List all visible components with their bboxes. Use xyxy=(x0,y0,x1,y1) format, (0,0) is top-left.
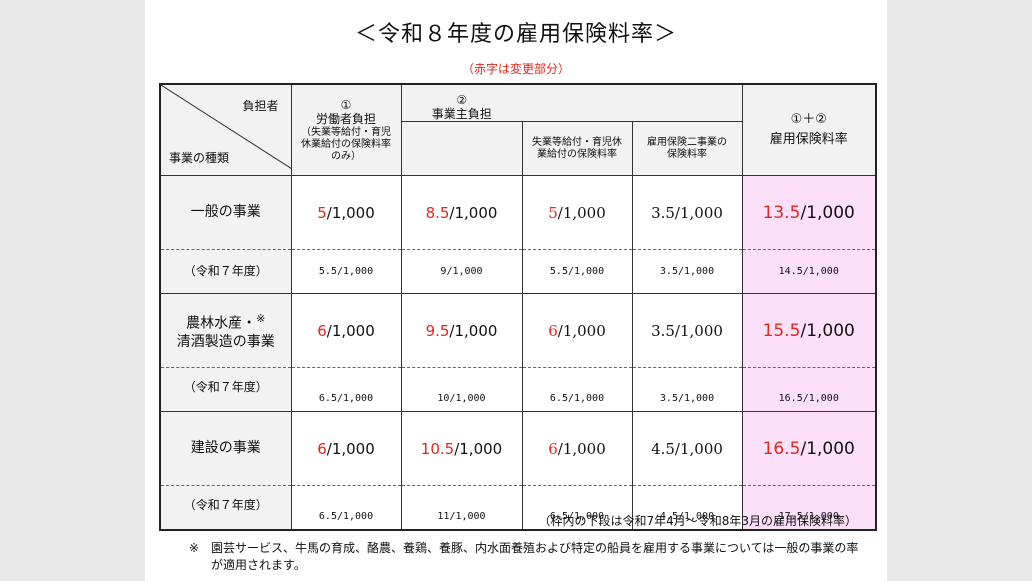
worker-rate: 6/1,000 xyxy=(290,411,402,486)
corner-header: 負担者 事業の種類 xyxy=(159,83,292,176)
employer-header: ② 事業主負担 xyxy=(400,83,522,122)
prev-employer-b-rate: 4.5/1,000 xyxy=(631,485,743,530)
total-rate: 16.5/1,000 xyxy=(741,411,877,486)
employer-header-title: 事業主負担 xyxy=(431,107,492,121)
employer-rate: 9.5/1,000 xyxy=(400,293,523,368)
prev-employer-a-rate: 5.5/1,000 xyxy=(521,249,633,294)
employer-rate: 10.5/1,000 xyxy=(400,411,523,486)
employer-b-rate: 3.5/1,000 xyxy=(631,293,743,368)
worker-rate: 6/1,000 xyxy=(290,293,402,368)
prev-worker-rate: 6.5/1,000 xyxy=(290,367,402,412)
total-header-title: 雇用保険料率 xyxy=(769,132,848,147)
category-agriculture: 農林水産・※ 清酒製造の事業 xyxy=(159,293,292,368)
prev-total-rate: 14.5/1,000 xyxy=(741,249,877,294)
prev-employer-b-rate: 3.5/1,000 xyxy=(631,249,743,294)
prev-worker-rate: 6.5/1,000 xyxy=(290,485,402,530)
worker-header-note: （失業等給付・育児休業給付の保険料率のみ） xyxy=(301,126,391,162)
prev-employer-a-rate: 6.5/1,000 xyxy=(521,367,633,412)
employer-header-span xyxy=(522,83,743,122)
asterisk-footnote-text: 園芸サービス、牛馬の育成、酪農、養鶏、養豚、内水面養殖および特定の船員を雇用する… xyxy=(211,541,859,572)
change-note: （赤字は変更部分） xyxy=(461,62,570,76)
employer-a-rate: 5/1,000 xyxy=(521,175,633,250)
prev-employer-rate: 9/1,000 xyxy=(400,249,523,294)
total-rate: 15.5/1,000 xyxy=(741,293,877,368)
employer-sub-b: 雇用保険二事業の保険料率 xyxy=(631,121,743,176)
prev-employer-rate: 10/1,000 xyxy=(400,367,523,412)
category-construction: 建設の事業 xyxy=(159,411,292,486)
table-row-previous: （令和７年度） 6.5/1,000 11/1,000 6.5/1,000 4.5… xyxy=(159,485,877,530)
asterisk-mark: ※ xyxy=(189,541,200,555)
employer-a-rate: 6/1,000 xyxy=(521,293,633,368)
table-footnote: （枠内の下段は令和7年4月～令和8年3月の雇用保険料率） xyxy=(538,514,857,528)
slide: ＜令和８年度の雇用保険料率＞ （赤字は変更部分） 負担者 事業の種類 ① 労働者… xyxy=(145,0,887,581)
table-row-previous: （令和７年度） 5.5/1,000 9/1,000 5.5/1,000 3.5/… xyxy=(159,249,877,294)
prev-total-rate: 17.5/1,000 xyxy=(741,485,877,530)
prev-worker-rate: 5.5/1,000 xyxy=(290,249,402,294)
prev-total-rate: 16.5/1,000 xyxy=(741,367,877,412)
employer-sub-a: 失業等給付・育児休業給付の保険料率 xyxy=(521,121,633,176)
rate-table: 負担者 事業の種類 ① 労働者負担 （失業等給付・育児休業給付の保険料率のみ） … xyxy=(159,83,877,531)
previous-year-label: （令和７年度） xyxy=(159,249,292,294)
total-header: ①＋② 雇用保険料率 xyxy=(741,83,877,176)
category-general: 一般の事業 xyxy=(159,175,292,250)
worker-header: ① 労働者負担 （失業等給付・育児休業給付の保険料率のみ） xyxy=(290,83,402,176)
table-row: 一般の事業 5/1,000 8.5/1,000 5/1,000 3.5/1,00… xyxy=(159,175,877,250)
employer-blank xyxy=(400,121,523,176)
employer-rate: 8.5/1,000 xyxy=(400,175,523,250)
business-type-label: 事業の種類 xyxy=(169,151,230,165)
previous-year-label: （令和７年度） xyxy=(159,367,292,412)
page-title: ＜令和８年度の雇用保険料率＞ xyxy=(354,22,677,47)
prev-employer-b-rate: 3.5/1,000 xyxy=(631,367,743,412)
diagonal-line xyxy=(161,85,292,169)
header-row: 負担者 事業の種類 ① 労働者負担 （失業等給付・育児休業給付の保険料率のみ） … xyxy=(159,83,877,176)
previous-year-label: （令和７年度） xyxy=(159,485,292,530)
worker-header-title: 労働者負担 xyxy=(315,111,376,126)
prev-employer-a-rate: 6.5/1,000 xyxy=(521,485,633,530)
table-row-previous: （令和７年度） 6.5/1,000 10/1,000 6.5/1,000 3.5… xyxy=(159,367,877,412)
burden-label: 負担者 xyxy=(242,99,279,113)
asterisk-mark: ※ xyxy=(256,311,266,325)
asterisk-footnote: ※ 園芸サービス、牛馬の育成、酪農、養鶏、養豚、内水面養殖および特定の船員を雇用… xyxy=(189,540,869,574)
employer-b-rate: 3.5/1,000 xyxy=(631,175,743,250)
worker-rate: 5/1,000 xyxy=(290,175,402,250)
employer-a-rate: 6/1,000 xyxy=(521,411,633,486)
table-row: 建設の事業 6/1,000 10.5/1,000 6/1,000 4.5/1,0… xyxy=(159,411,877,486)
total-rate: 13.5/1,000 xyxy=(741,175,877,250)
prev-employer-rate: 11/1,000 xyxy=(400,485,523,530)
table-row: 農林水産・※ 清酒製造の事業 6/1,000 9.5/1,000 6/1,000… xyxy=(159,293,877,368)
subheader-row: 失業等給付・育児休業給付の保険料率 雇用保険二事業の保険料率 xyxy=(160,121,876,176)
employer-b-rate: 4.5/1,000 xyxy=(631,411,743,486)
